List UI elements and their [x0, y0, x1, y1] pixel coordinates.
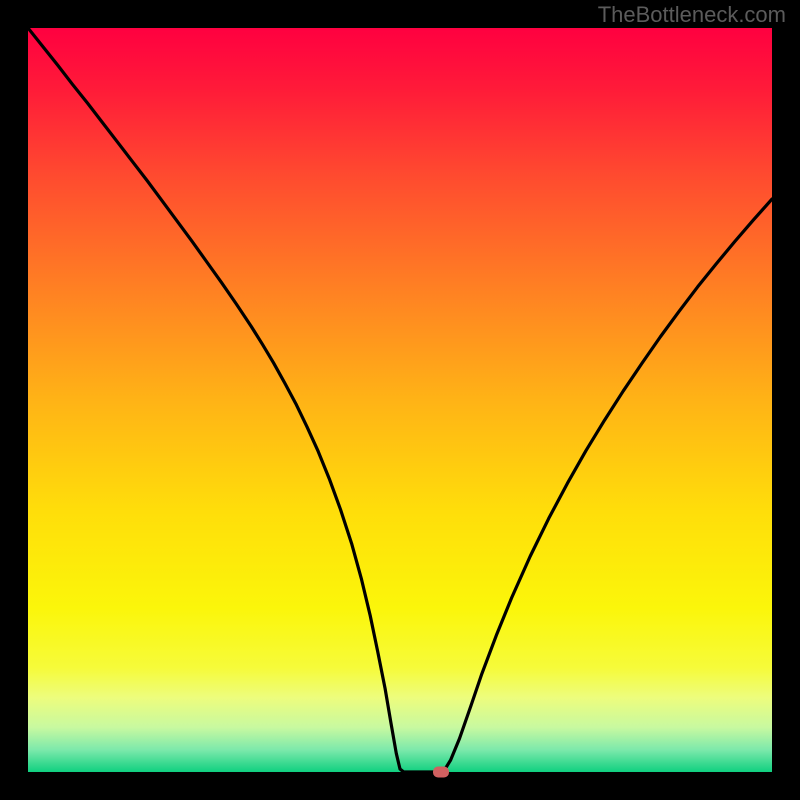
plot-area: [28, 28, 772, 772]
watermark-text: TheBottleneck.com: [598, 2, 786, 28]
optimal-point-marker: [433, 767, 449, 778]
bottleneck-curve: [28, 28, 772, 772]
